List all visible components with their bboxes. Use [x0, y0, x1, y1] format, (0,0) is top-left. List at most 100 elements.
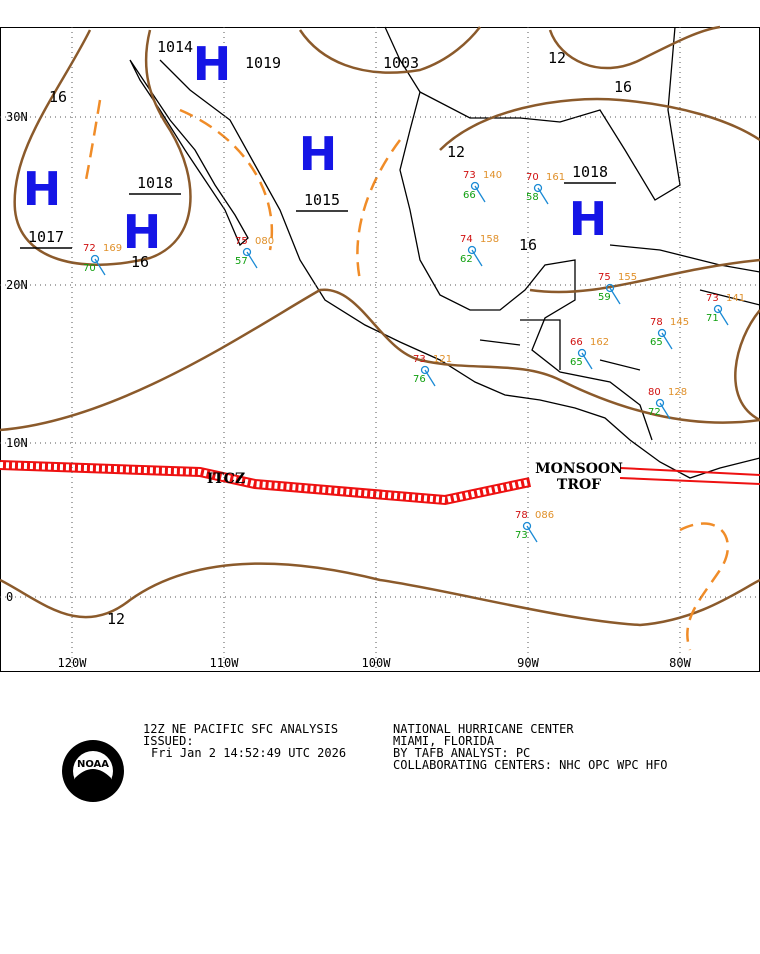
lon-label: 110W [210, 656, 240, 670]
station-pressure: 141 [726, 293, 745, 304]
pressure-label: 1018 [137, 174, 173, 192]
station-dew: 76 [413, 374, 426, 385]
high-center: H [123, 205, 162, 259]
station-temp: 75 [598, 272, 611, 283]
footer-collab: COLLABORATING CENTERS: NHC OPC WPC HFO [393, 758, 668, 772]
station-temp: 73 [706, 293, 719, 304]
station-temp: 66 [570, 337, 583, 348]
station-temp: 75 [235, 236, 248, 247]
wind-barb [424, 369, 436, 387]
front-label-line: TROF [557, 477, 601, 493]
station-circle [657, 328, 667, 338]
footer-center: NATIONAL HURRICANE CENTER [393, 722, 574, 736]
pressure-label: 1018 [572, 163, 608, 181]
map-frame [0, 27, 760, 672]
station-pressure: 158 [480, 234, 499, 245]
station-dew: 73 [515, 530, 528, 541]
wind-barb [581, 352, 593, 370]
isobar-label: 16 [131, 253, 149, 271]
station-pressure: 161 [546, 172, 565, 183]
station-pressure: 086 [535, 510, 554, 521]
station-plot: 73 140 66 [463, 170, 502, 203]
station-dew: 70 [83, 263, 96, 274]
station-dew: 65 [570, 357, 583, 368]
station-circle [605, 283, 615, 293]
noaa-logo-text: NOAA [77, 759, 109, 770]
footer-analyst: BY TAFB ANALYST: PC [393, 746, 530, 760]
high-center: H [23, 162, 62, 216]
pressure-label: 1017 [28, 228, 64, 246]
station-circle [655, 398, 665, 408]
wind-barb [94, 258, 106, 276]
station-plot: 66 162 65 [570, 337, 609, 370]
station-circle [242, 247, 252, 257]
map-layers [0, 25, 760, 672]
station-dew: 72 [648, 407, 661, 418]
wind-barb [474, 185, 486, 203]
lon-label: 100W [362, 656, 392, 670]
isobar-label: 12 [107, 610, 125, 628]
station-circle [577, 348, 587, 358]
isobar-label: 16 [519, 236, 537, 254]
station-temp: 78 [650, 317, 663, 328]
pressure-label: 1014 [157, 38, 193, 56]
station-dew: 59 [598, 292, 611, 303]
lon-label: 120W [58, 656, 88, 670]
station-pressure: 145 [670, 317, 689, 328]
station-temp: 78 [515, 510, 528, 521]
station-circle [522, 521, 532, 531]
station-plot: 75 155 59 [598, 272, 637, 305]
station-dew: 62 [460, 254, 473, 265]
wind-barb [609, 287, 621, 305]
lat-label: 0 [6, 590, 13, 604]
isobar-label: 16 [614, 78, 632, 96]
isobar-label: 16 [49, 88, 67, 106]
station-pressure: 128 [668, 387, 687, 398]
station-temp: 73 [463, 170, 476, 181]
station-plot: 75 080 57 [235, 236, 274, 269]
pressure-label: 1003 [383, 54, 419, 72]
station-dew: 57 [235, 256, 248, 267]
station-circle [533, 183, 543, 193]
station-temp: 74 [460, 234, 473, 245]
footer-issued: ISSUED: [143, 734, 194, 748]
coastlines [129, 26, 760, 479]
station-temp: 70 [526, 172, 539, 183]
wind-barb [526, 525, 538, 543]
wind-barb [659, 402, 671, 420]
wind-barb [717, 308, 729, 326]
footer-time: Fri Jan 2 14:52:49 UTC 2026 [151, 746, 346, 760]
lat-label: 30N [6, 110, 28, 124]
station-dew: 65 [650, 337, 663, 348]
front-label: ITCZ [207, 471, 245, 487]
station-plot: 74 158 62 [460, 234, 499, 267]
high-center: H [299, 127, 338, 181]
wind-barb [661, 332, 673, 350]
station-pressure: 080 [255, 236, 274, 247]
station-plot: 80 128 72 [648, 387, 687, 420]
station-circle [467, 245, 477, 255]
front-label: MONSOON TROF [535, 461, 623, 493]
isobar-label: 12 [548, 49, 566, 67]
station-plot: 78 086 73 [515, 510, 554, 543]
station-circle [420, 365, 430, 375]
footer-product: 12Z NE PACIFIC SFC ANALYSIS [143, 722, 338, 736]
station-pressure: 121 [433, 354, 452, 365]
wind-barb [246, 251, 258, 269]
station-dew: 71 [706, 313, 719, 324]
itcz [0, 460, 760, 506]
station-pressure: 140 [483, 170, 502, 181]
troughs [83, 99, 730, 651]
station-pressure: 162 [590, 337, 609, 348]
noaa-gull [75, 769, 111, 791]
station-circle [470, 181, 480, 191]
station-temp: 73 [413, 354, 426, 365]
wind-barb [537, 187, 549, 205]
footer-city: MIAMI, FLORIDA [393, 734, 495, 748]
station-plot: 70 161 58 [526, 172, 565, 205]
station-plot: 78 145 65 [650, 317, 689, 350]
wind-barb [471, 249, 483, 267]
high-center: H [193, 37, 232, 91]
